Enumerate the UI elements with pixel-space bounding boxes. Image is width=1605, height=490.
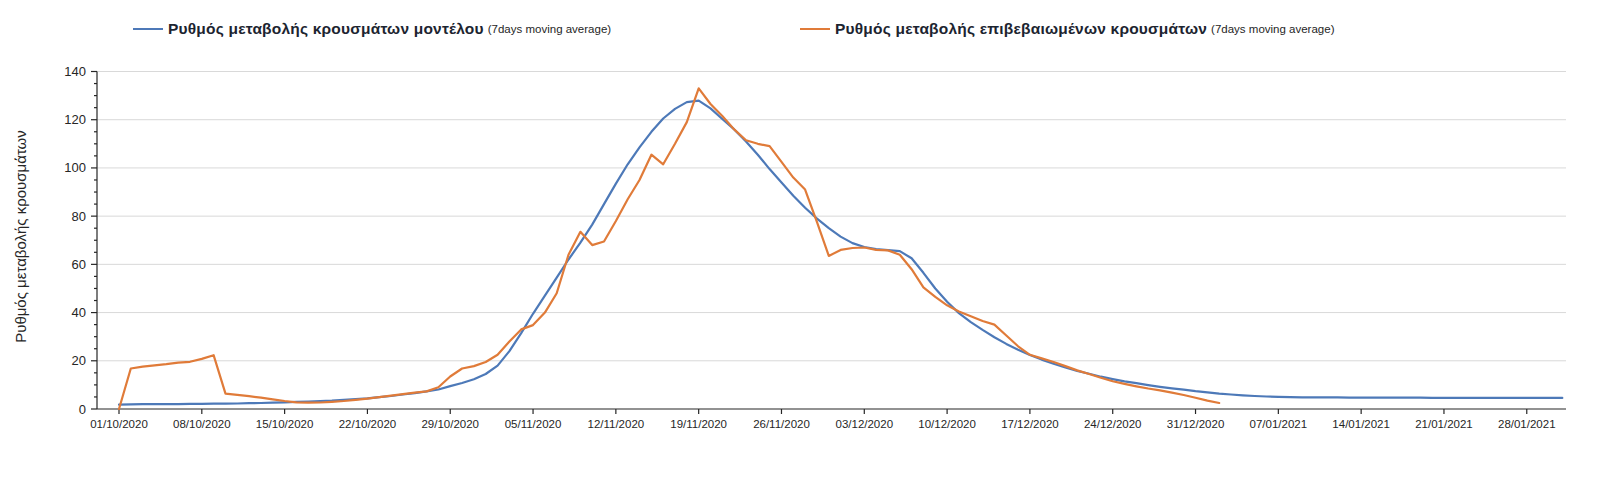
x-tick-label-13: 31/12/2020	[1167, 418, 1225, 430]
y-tick-label-80: 80	[72, 209, 86, 224]
x-tick-label-7: 19/11/2020	[670, 418, 727, 430]
legend-label-model: Ρυθμός μεταβολής κρουσμάτων μοντέλου	[168, 20, 484, 38]
y-tick-label-140: 140	[64, 64, 86, 79]
x-tick-label-17: 28/01/2021	[1498, 418, 1556, 430]
x-tick-label-3: 22/10/2020	[339, 418, 397, 430]
y-axis-title: Ρυθμός μεταβολής κρουσμάτων	[12, 121, 29, 353]
y-tick-label-0: 0	[79, 402, 86, 417]
model-line-swatch	[133, 28, 163, 30]
x-tick-label-0: 01/10/2020	[90, 418, 148, 430]
chart-canvas: Ρυθμός μεταβολής κρουσμάτων μοντέλου (7d…	[0, 0, 1605, 490]
y-tick-label-20: 20	[72, 353, 86, 368]
x-tick-label-9: 03/12/2020	[836, 418, 894, 430]
x-tick-label-12: 24/12/2020	[1084, 418, 1142, 430]
legend-entry-confirmed[interactable]: Ρυθμός μεταβολής επιβεβαιωμένων κρουσμάτ…	[800, 20, 1334, 38]
y-tick-label-100: 100	[64, 160, 86, 175]
legend-entry-model[interactable]: Ρυθμός μεταβολής κρουσμάτων μοντέλου (7d…	[133, 20, 611, 38]
x-tick-label-5: 05/11/2020	[505, 418, 562, 430]
x-tick-label-1: 08/10/2020	[173, 418, 231, 430]
x-tick-label-2: 15/10/2020	[256, 418, 314, 430]
x-tick-label-15: 14/01/2021	[1332, 418, 1390, 430]
confirmed-line-swatch	[800, 28, 830, 30]
x-tick-label-4: 29/10/2020	[421, 418, 479, 430]
line-chart-plot-area: 0 20 40 60 80 100 120 140 01/10/2020 08/10/2020 15…	[0, 0, 1605, 490]
y-tick-label-120: 120	[64, 112, 86, 127]
model-series-line	[119, 101, 1562, 405]
y-tick-label-60: 60	[72, 257, 86, 272]
legend-sublabel-model: (7days moving average)	[488, 23, 611, 35]
x-tick-label-8: 26/11/2020	[753, 418, 810, 430]
x-tick-label-10: 10/12/2020	[918, 418, 976, 430]
x-tick-label-6: 12/11/2020	[588, 418, 645, 430]
y-tick-label-40: 40	[72, 305, 86, 320]
x-tick-label-16: 21/01/2021	[1415, 418, 1473, 430]
legend-sublabel-confirmed: (7days moving average)	[1211, 23, 1334, 35]
x-tick-label-11: 17/12/2020	[1001, 418, 1059, 430]
x-tick-label-14: 07/01/2021	[1250, 418, 1308, 430]
legend-label-confirmed: Ρυθμός μεταβολής επιβεβαιωμένων κρουσμάτ…	[835, 20, 1207, 38]
